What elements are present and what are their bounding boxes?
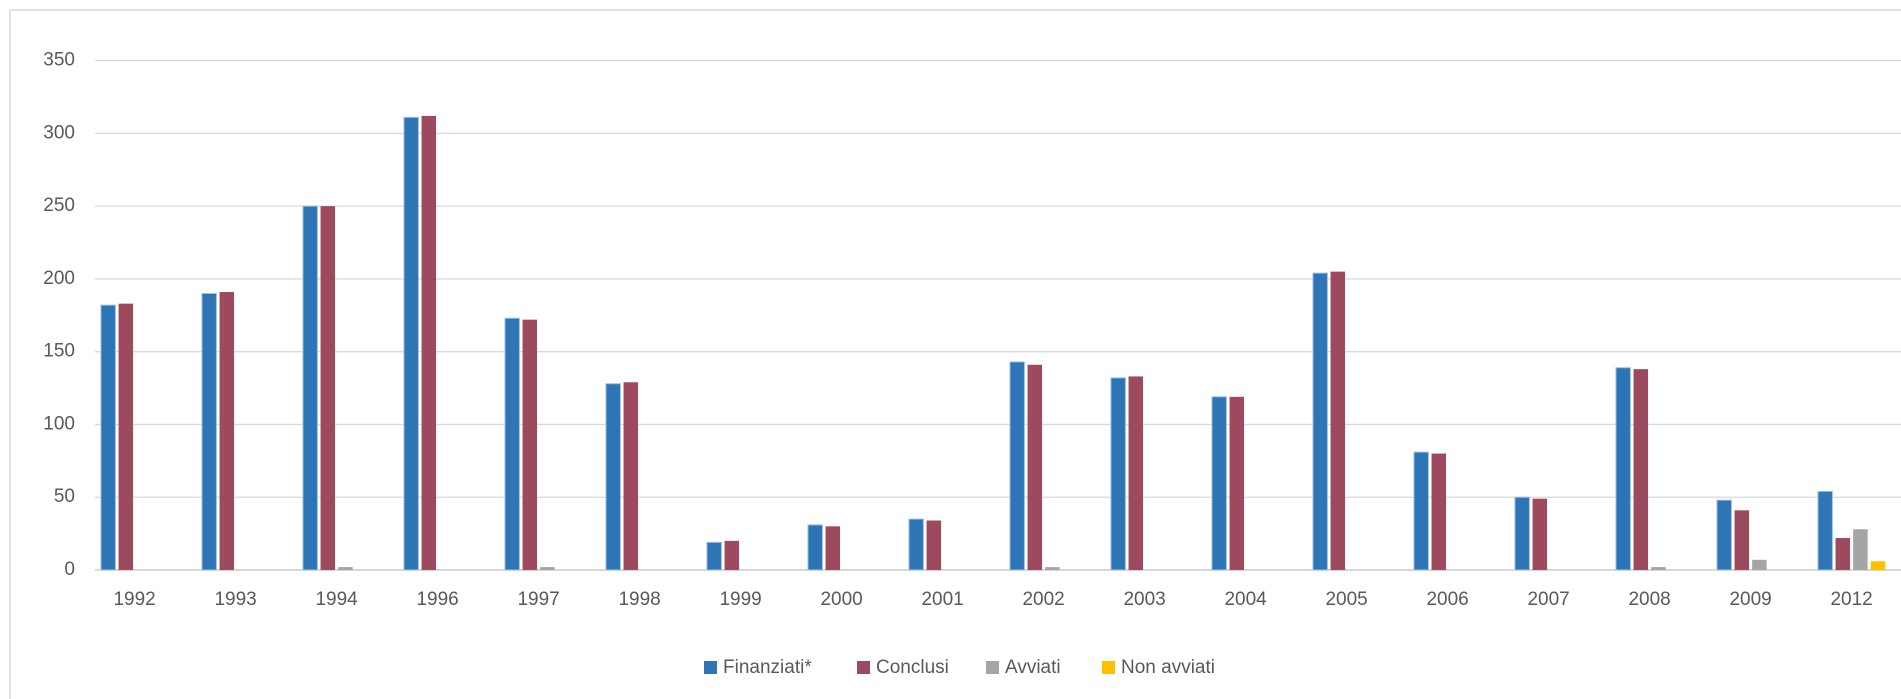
x-tick-label: 1994 [315, 589, 358, 610]
bar [1870, 561, 1886, 570]
bar [926, 520, 942, 570]
bar [1431, 453, 1447, 570]
bar [605, 383, 621, 571]
bar [320, 206, 336, 570]
x-tick-label: 2007 [1527, 589, 1569, 610]
y-tick-label: 50 [54, 486, 75, 507]
legend-label: Non avviati [1121, 657, 1215, 678]
bar [1716, 499, 1732, 571]
bar [1633, 369, 1649, 570]
bar [1615, 367, 1631, 571]
bar [1734, 510, 1750, 570]
x-tick-label: 2012 [1830, 589, 1872, 610]
bar [219, 292, 235, 570]
legend-swatch [986, 661, 999, 674]
x-tick-label: 2009 [1729, 589, 1771, 610]
legend-label: Conclusi [876, 657, 949, 678]
x-tick-label: 2008 [1628, 589, 1670, 610]
bar [1853, 529, 1868, 570]
bar [1514, 496, 1530, 571]
bar [201, 292, 217, 571]
bar [1110, 377, 1126, 571]
bar [522, 319, 538, 570]
y-tick-label: 150 [43, 341, 75, 362]
bar [1211, 396, 1227, 571]
x-tick-label: 1992 [113, 589, 155, 610]
bar [1817, 490, 1833, 571]
bar [1330, 271, 1346, 570]
x-tick-label: 1996 [416, 589, 458, 610]
legend: Finanziati* Conclusi Avviati Non avviati [704, 657, 1215, 678]
legend-swatch [704, 661, 717, 674]
x-tick-label: 1999 [719, 589, 761, 610]
legend-label: Finanziati* [723, 657, 812, 678]
y-tick-label: 0 [64, 559, 75, 580]
bar [403, 116, 419, 571]
bar [540, 567, 555, 570]
x-tick-label: 2000 [820, 589, 862, 610]
bar [623, 382, 639, 570]
x-tick-label: 2005 [1325, 589, 1367, 610]
y-tick-label: 200 [43, 268, 75, 289]
x-tick-label: 2003 [1123, 589, 1165, 610]
bar [1532, 498, 1548, 570]
x-tick-label: 2004 [1224, 589, 1267, 610]
bar [1009, 361, 1025, 571]
bar [100, 304, 116, 571]
x-tick-label: 1997 [517, 589, 559, 610]
bar [825, 526, 841, 570]
bar [807, 524, 823, 571]
x-tick-label: 2002 [1022, 589, 1064, 610]
legend-swatch [857, 661, 870, 674]
bar [118, 303, 134, 570]
bar [1752, 559, 1767, 570]
y-tick-label: 250 [43, 195, 75, 216]
bar [724, 540, 740, 570]
x-tick-label: 1998 [618, 589, 660, 610]
bar [706, 541, 722, 571]
bar [1229, 396, 1245, 570]
bar [1312, 272, 1328, 571]
bar [421, 115, 437, 571]
x-tick-label: 2006 [1426, 589, 1468, 610]
bar [302, 205, 318, 571]
y-tick-label: 350 [43, 50, 75, 71]
y-tick-label: 300 [43, 122, 75, 143]
x-tick-label: 1993 [214, 589, 256, 610]
bar [1413, 451, 1429, 571]
bar [1651, 567, 1666, 570]
y-tick-label: 100 [43, 413, 75, 434]
bar [1027, 364, 1043, 570]
bar [504, 317, 520, 571]
bar [1045, 567, 1060, 570]
legend-swatch [1102, 661, 1115, 674]
bar [1128, 376, 1144, 570]
x-tick-label: 2001 [921, 589, 963, 610]
bar [338, 567, 353, 570]
bar [1835, 537, 1851, 570]
legend-label: Avviati [1005, 657, 1061, 678]
bar [908, 518, 924, 571]
